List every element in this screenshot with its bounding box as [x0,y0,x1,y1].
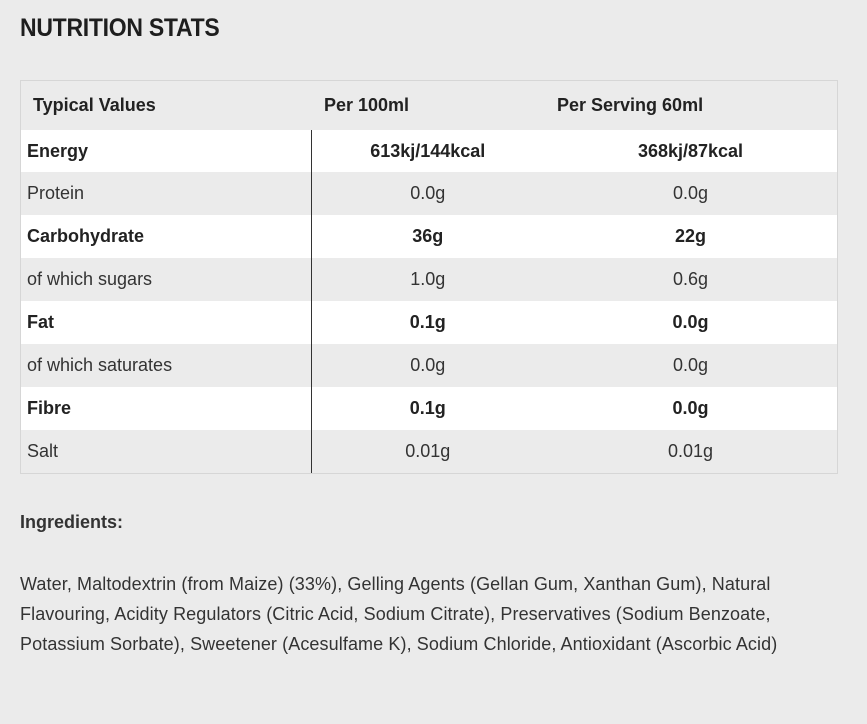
nutrient-name: of which sugars [21,258,312,301]
value-per-100ml: 0.0g [410,355,446,375]
value-per-100ml: 613kj/144kcal [370,140,486,161]
value-per-serving: 368kj/87kcal [637,140,744,161]
nutrient-name: of which saturates [21,344,312,387]
value-per-serving: 22g [674,226,707,246]
value-per-serving: 0.0g [672,355,709,375]
value-per-serving: 0.01g [667,441,714,461]
value-per-100ml: 0.1g [409,398,446,418]
table-header-row: Typical Values Per 100ml Per Serving 60m… [21,81,837,130]
value-per-100ml: 0.0g [410,183,446,203]
nutrient-name: Fat [21,301,312,344]
table-row: of which sugars 1.0g 0.6g [21,258,837,301]
page-title: NUTRITION STATS [20,14,220,42]
nutrient-name: Energy [21,130,312,172]
ingredients-text: Water, Maltodextrin (from Maize) (33%), … [20,574,778,654]
value-per-serving: 0.0g [672,312,709,332]
header-per-100ml: Per 100ml [324,95,410,115]
table-row: Energy 613kj/144kcal 368kj/87kcal [21,130,837,172]
value-per-serving: 0.6g [672,269,709,289]
ingredients-heading: Ingredients: [20,512,124,532]
table-row: Fibre 0.1g 0.0g [21,387,837,430]
nutrient-name: Protein [21,172,312,215]
value-per-serving: 0.0g [672,398,709,418]
table-row: of which saturates 0.0g 0.0g [21,344,837,387]
table-row: Protein 0.0g 0.0g [21,172,837,215]
value-per-100ml: 0.1g [409,312,446,332]
header-per-serving: Per Serving 60ml [557,95,704,115]
value-per-100ml: 0.01g [405,441,451,461]
value-per-100ml: 36g [412,226,444,246]
table-row: Salt 0.01g 0.01g [21,430,837,473]
nutrient-name: Salt [21,430,312,473]
value-per-100ml: 1.0g [410,269,446,289]
nutrient-name: Carbohydrate [21,215,312,258]
header-typical-values: Typical Values [33,95,156,115]
table-row: Carbohydrate 36g 22g [21,215,837,258]
nutrient-name: Fibre [21,387,312,430]
nutrition-table: Typical Values Per 100ml Per Serving 60m… [20,80,838,474]
value-per-serving: 0.0g [672,183,709,203]
table-row: Fat 0.1g 0.0g [21,301,837,344]
